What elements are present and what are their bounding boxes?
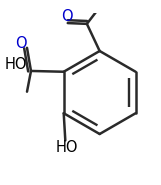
Text: O: O <box>61 9 72 24</box>
Text: HO: HO <box>5 57 27 72</box>
Text: HO: HO <box>56 140 78 155</box>
Text: O: O <box>16 36 27 51</box>
